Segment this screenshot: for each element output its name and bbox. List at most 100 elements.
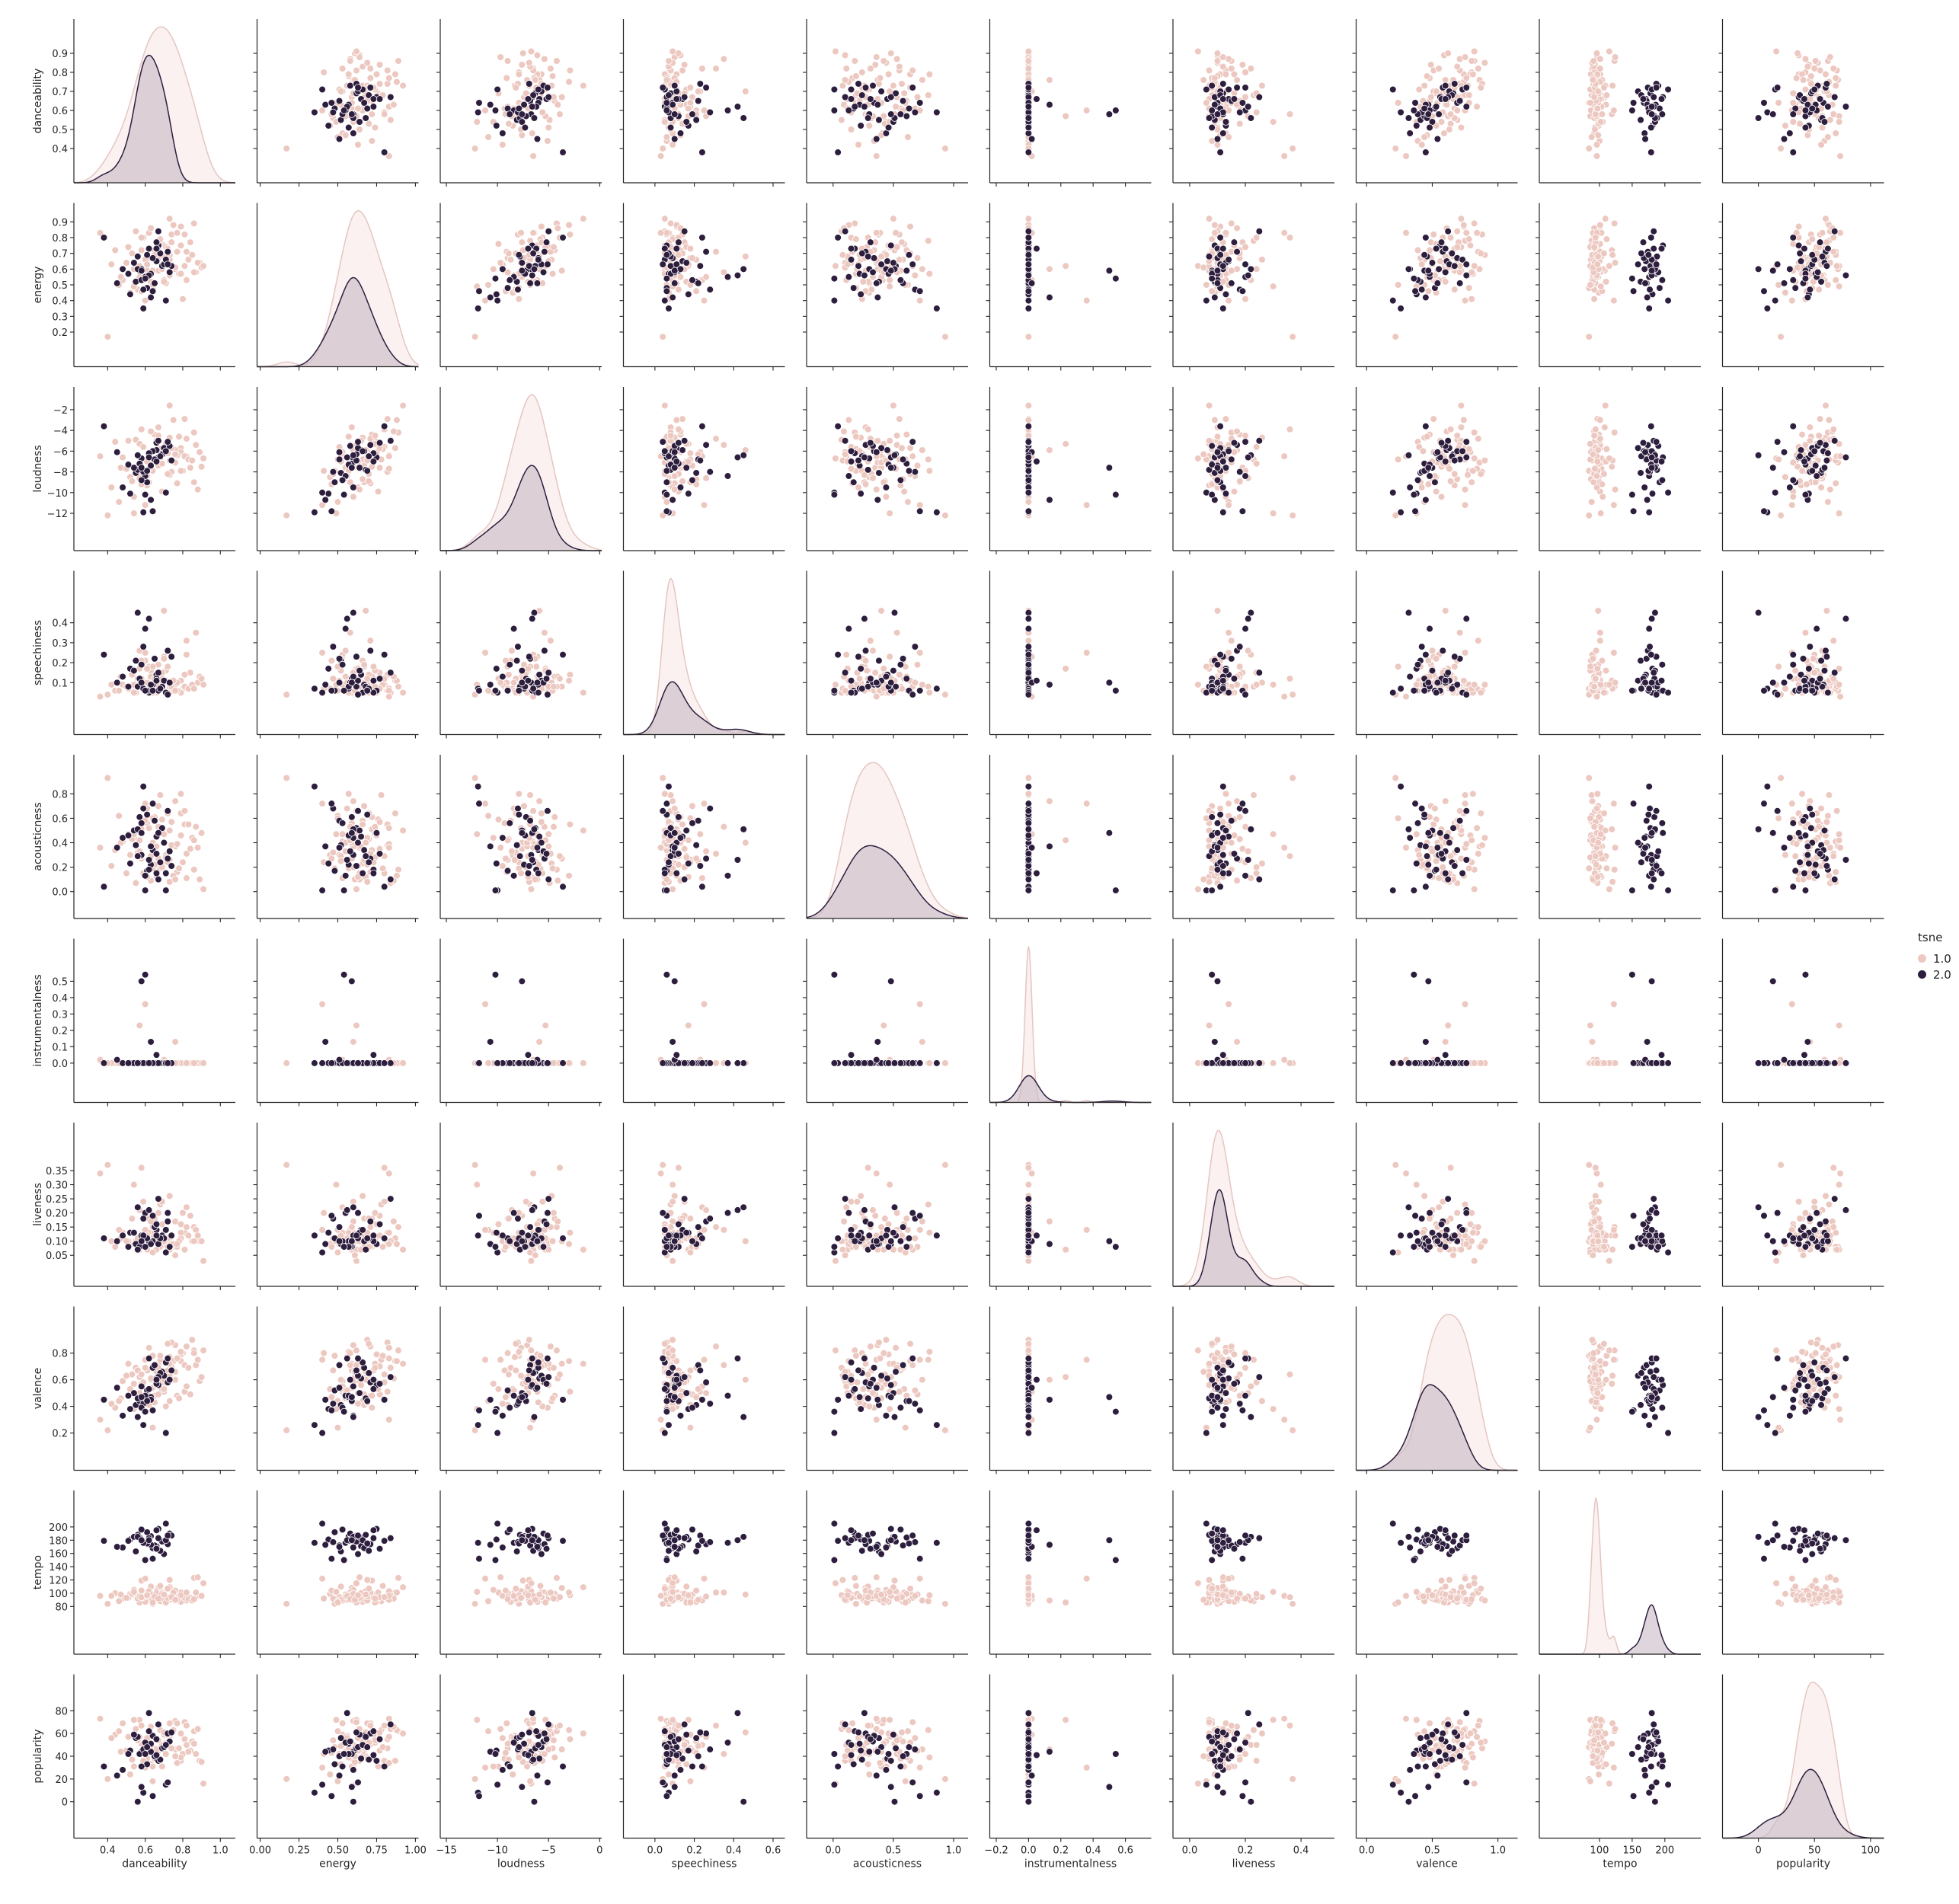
data-point: [1450, 286, 1459, 294]
data-point: [514, 643, 522, 650]
data-point: [1628, 274, 1636, 283]
data-point: [1769, 464, 1777, 471]
data-point: [359, 62, 366, 71]
data-point: [1225, 133, 1232, 141]
data-point: [1227, 280, 1235, 287]
data-point: [893, 432, 901, 439]
data-point: [861, 647, 870, 655]
data-point: [1816, 238, 1824, 246]
data-point: [680, 93, 689, 101]
data-point: [872, 53, 880, 61]
data-point: [160, 278, 168, 286]
data-point: [1461, 53, 1469, 61]
data-point: [169, 416, 177, 424]
data-point: [1799, 76, 1807, 84]
data-point: [1822, 647, 1830, 655]
data-point: [1592, 647, 1600, 655]
data-point: [1470, 262, 1478, 270]
data-point: [139, 643, 148, 650]
data-point: [1646, 286, 1654, 294]
data-point: [933, 108, 941, 117]
data-point: [335, 679, 344, 687]
data-point: [492, 290, 500, 299]
data-point: [1801, 628, 1810, 637]
data-point: [1596, 65, 1604, 72]
data-point: [872, 228, 880, 237]
data-point: [1754, 452, 1762, 459]
data-point: [100, 234, 108, 241]
data-point: [486, 681, 494, 688]
data-point: [1782, 685, 1789, 692]
data-point: [1244, 103, 1252, 110]
data-point: [126, 490, 134, 497]
data-point: [864, 425, 872, 433]
data-point: [861, 271, 868, 280]
data-point: [395, 57, 402, 65]
data-point: [830, 274, 839, 283]
data-point: [706, 286, 714, 294]
data-point: [1815, 286, 1823, 294]
data-point: [1459, 447, 1466, 455]
data-point: [1823, 80, 1831, 88]
data-point: [1645, 305, 1653, 312]
data-point: [531, 76, 539, 84]
data-point: [884, 257, 891, 265]
data-point: [882, 672, 890, 681]
data-point: [663, 287, 671, 296]
data-point: [1600, 249, 1608, 257]
data-point: [679, 66, 686, 75]
data-point: [492, 665, 500, 672]
data-point: [1426, 472, 1433, 480]
data-point: [1664, 488, 1672, 497]
data-point: [1397, 685, 1405, 692]
data-point: [834, 650, 842, 659]
data-point: [353, 653, 360, 661]
data-point: [896, 276, 905, 284]
data-point: [1448, 685, 1456, 692]
data-point: [905, 104, 913, 113]
data-point: [1219, 484, 1227, 491]
data-point: [1208, 442, 1216, 450]
data-point: [1238, 99, 1247, 107]
data-point: [1473, 228, 1481, 237]
data-point: [909, 84, 917, 91]
data-point: [1462, 74, 1471, 82]
data-point: [913, 660, 922, 669]
data-point: [1208, 81, 1216, 90]
data-point: [1462, 84, 1471, 91]
data-point: [580, 688, 587, 697]
data-point: [1247, 65, 1255, 72]
data-point: [365, 91, 373, 99]
data-point: [1468, 295, 1475, 303]
data-point: [903, 112, 911, 120]
data-point: [905, 251, 913, 259]
cell-loudness-vs-tempo: [1536, 387, 1701, 554]
data-point: [1656, 284, 1663, 292]
data-point: [1788, 296, 1796, 305]
data-point: [1598, 481, 1606, 488]
data-point: [659, 438, 667, 446]
data-point: [515, 104, 523, 113]
data-point: [471, 145, 479, 152]
data-point: [1062, 665, 1069, 672]
data-point: [1823, 238, 1831, 246]
data-point: [941, 333, 949, 341]
data-point: [666, 432, 675, 439]
data-point: [911, 271, 919, 280]
data-point: [1801, 458, 1808, 465]
data-point: [359, 447, 366, 455]
data-point: [1645, 508, 1653, 516]
data-point: [1593, 692, 1601, 701]
data-point: [1468, 57, 1475, 65]
data-point: [904, 498, 912, 506]
data-point: [192, 628, 200, 637]
data-point: [137, 660, 145, 669]
data-point: [892, 228, 900, 237]
data-point: [1811, 57, 1820, 65]
data-point: [518, 110, 526, 118]
data-point: [1473, 103, 1481, 110]
data-point: [321, 496, 329, 504]
data-point: [1227, 455, 1235, 464]
data-point: [1213, 660, 1222, 669]
data-point: [1644, 251, 1653, 259]
